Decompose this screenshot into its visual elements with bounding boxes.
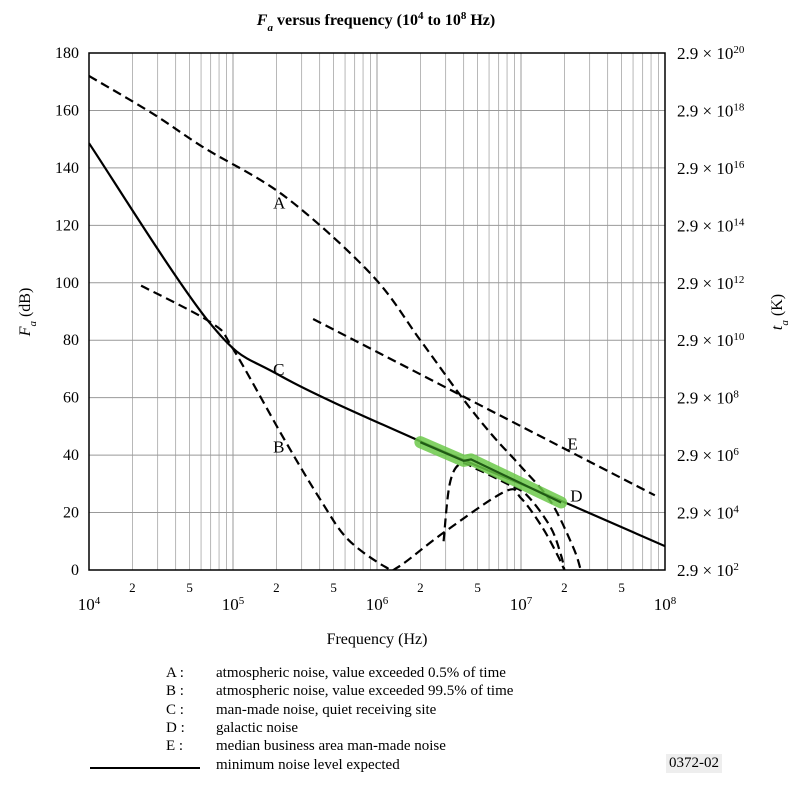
- x-minor-tick-label: 2: [273, 580, 280, 595]
- x-minor-tick-label: 2: [561, 580, 568, 595]
- y-right-tick-label: 2.9 × 102: [677, 561, 739, 580]
- legend-item-c: C : man-made noise, quiet receiving site: [166, 701, 436, 719]
- legend-text: atmospheric noise, value exceeded 99.5% …: [216, 683, 514, 699]
- curve-label-e: E: [567, 435, 577, 454]
- y-right-tick-label: 2.9 × 1020: [677, 44, 745, 63]
- curve-label-c: C: [273, 360, 284, 379]
- legend-key: E :: [166, 738, 184, 754]
- legend-text: galactic noise: [216, 720, 299, 736]
- y-right-tick-label: 2.9 × 104: [677, 504, 739, 523]
- series-line-e: [312, 317, 656, 497]
- minimum-noise-line: [419, 441, 562, 504]
- legend-item-a: A : atmospheric noise, value exceeded 0.5…: [166, 664, 506, 682]
- curve-label-d: D: [570, 486, 582, 505]
- legend-text: atmospheric noise, value exceeded 0.5% o…: [216, 665, 506, 681]
- x-tick-label: 107: [510, 595, 533, 614]
- curve-label-a: A: [273, 193, 286, 212]
- legend-item-minimum: minimum noise level expected: [166, 756, 400, 774]
- y-right-tick-label: 2.9 × 1016: [677, 159, 745, 178]
- y-tick-label: 100: [55, 275, 79, 292]
- legend-key: C :: [166, 702, 184, 718]
- x-tick-label: 105: [222, 595, 245, 614]
- legend-item-b: B : atmospheric noise, value exceeded 99.…: [166, 682, 513, 700]
- y-right-tick-label: 2.9 × 1010: [677, 331, 745, 350]
- y-tick-label: 180: [55, 45, 79, 62]
- y-axis-label-right: ta (K): [769, 294, 791, 330]
- y-tick-label: 60: [63, 390, 79, 407]
- legend-key: B :: [166, 683, 184, 699]
- chart-title: Fa versus frequency (104 to 108 Hz): [256, 10, 495, 34]
- series-line-b: [140, 284, 566, 570]
- legend-text: minimum noise level expected: [216, 757, 400, 773]
- plot-frame: [88, 52, 666, 571]
- y-tick-label: 20: [63, 505, 79, 522]
- legend-key: A :: [166, 665, 184, 681]
- y-right-tick-label: 2.9 × 1012: [677, 274, 744, 293]
- y-tick-label: 140: [55, 160, 79, 177]
- x-minor-tick-label: 5: [618, 580, 625, 595]
- y-right-tick-label: 2.9 × 108: [677, 389, 739, 408]
- legend-text: man-made noise, quiet receiving site: [216, 702, 437, 718]
- x-tick-label: 106: [366, 595, 389, 614]
- y-right-tick-label: 2.9 × 1018: [677, 101, 745, 120]
- y-tick-label: 0: [71, 562, 79, 579]
- y-right-tick-label: 2.9 × 1014: [677, 216, 745, 235]
- series-line-d: [442, 462, 566, 570]
- x-minor-tick-label: 2: [417, 580, 424, 595]
- y-tick-label: 120: [55, 217, 79, 234]
- x-minor-tick-label: 5: [186, 580, 193, 595]
- figure-code: 0372-02: [666, 754, 722, 773]
- y-tick-label: 160: [55, 102, 79, 119]
- y-axis-label: Fa (dB): [17, 288, 39, 338]
- x-tick-label: 108: [654, 595, 677, 614]
- curve-label-b: B: [273, 437, 284, 456]
- x-tick-label: 104: [78, 595, 101, 614]
- x-minor-tick-label: 5: [330, 580, 337, 595]
- y-right-tick-label: 2.9 × 106: [677, 446, 739, 465]
- y-tick-label: 40: [63, 447, 79, 464]
- legend-text: median business area man-made noise: [216, 738, 446, 754]
- x-minor-tick-label: 2: [129, 580, 136, 595]
- x-axis-label: Frequency (Hz): [327, 631, 428, 648]
- legend-item-e: E : median business area man-made noise: [166, 737, 446, 755]
- y-tick-label: 80: [63, 332, 79, 349]
- legend-minimum-line: [90, 767, 200, 769]
- legend-key: D :: [166, 720, 185, 736]
- legend-item-d: D : galactic noise: [166, 719, 298, 737]
- x-minor-tick-label: 5: [474, 580, 481, 595]
